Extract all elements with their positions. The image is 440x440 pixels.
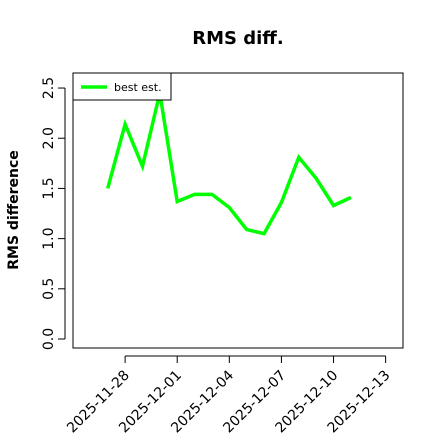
legend: best est. bbox=[72, 72, 172, 101]
series-layer bbox=[106, 92, 352, 236]
plot-frame bbox=[72, 72, 404, 349]
x-axis: 2025-11-282025-12-012025-12-042025-12-07… bbox=[64, 355, 393, 436]
y-tick-label: 2.5 bbox=[41, 77, 57, 99]
y-tick-label: 1.0 bbox=[41, 227, 57, 249]
y-tick-label: 0.5 bbox=[41, 278, 57, 300]
series-line bbox=[106, 92, 352, 236]
chart-title: RMS diff. bbox=[192, 28, 283, 49]
y-tick-label: 0.0 bbox=[41, 328, 57, 350]
legend-label: best est. bbox=[114, 81, 162, 94]
y-axis: 0.0 0.5 1.0 1.5 2.0 2.5 bbox=[41, 77, 66, 350]
y-tick-label: 1.5 bbox=[41, 177, 57, 199]
y-tick-label: 2.0 bbox=[41, 127, 57, 149]
y-axis-label: RMS difference bbox=[6, 150, 22, 270]
